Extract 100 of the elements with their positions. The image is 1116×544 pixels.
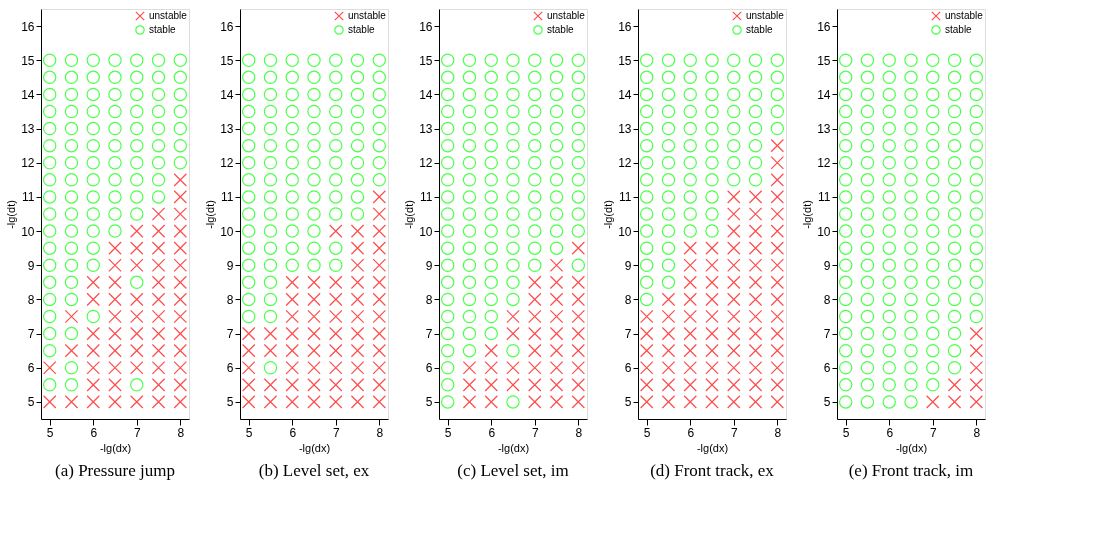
point	[151, 258, 166, 272]
y-tick-label: 11	[22, 190, 35, 205]
legend-label: stable	[547, 24, 575, 35]
point	[86, 378, 100, 392]
point	[173, 395, 188, 409]
point	[173, 224, 188, 238]
point	[108, 343, 122, 358]
point	[329, 326, 343, 341]
point	[350, 326, 365, 341]
point	[350, 241, 365, 255]
legend-label: stable	[348, 24, 376, 35]
point	[307, 361, 321, 375]
point	[969, 395, 984, 409]
point	[86, 395, 100, 409]
point	[350, 258, 365, 272]
y-tick-label: 5	[624, 395, 632, 410]
y-tick-label: 6	[226, 361, 234, 376]
point	[528, 326, 542, 341]
point	[151, 241, 166, 255]
point	[307, 309, 321, 324]
y-tick-label: 5	[27, 395, 35, 410]
point	[528, 275, 542, 290]
point	[241, 378, 256, 392]
point	[372, 361, 387, 375]
point	[151, 207, 166, 221]
point	[285, 378, 299, 392]
x-tick-label: 7	[332, 425, 340, 440]
point	[350, 343, 365, 358]
point	[571, 395, 586, 409]
y-tick-label: 7	[425, 327, 433, 342]
x-tick-label: 8	[177, 425, 185, 440]
point	[108, 361, 122, 375]
point	[329, 395, 343, 409]
x-tick-label: 6	[886, 425, 894, 440]
point	[350, 309, 365, 324]
text: (d) Front track, ex	[650, 461, 775, 480]
point	[969, 378, 984, 392]
point	[151, 309, 166, 324]
y-tick-label: 8	[226, 292, 234, 307]
x-tick-label: 5	[245, 425, 253, 440]
point	[926, 395, 940, 409]
point	[969, 326, 984, 341]
y-tick-label: 13	[618, 122, 632, 137]
y-tick-label: 5	[823, 395, 831, 410]
y-tick-label: 12	[618, 156, 632, 171]
point	[130, 258, 144, 272]
point	[350, 275, 365, 290]
point	[307, 395, 321, 409]
point	[307, 343, 321, 358]
text: (e) Front track, im	[848, 461, 974, 480]
point	[549, 258, 564, 272]
point	[263, 343, 278, 358]
point	[86, 361, 100, 375]
y-tick-label: 6	[27, 361, 35, 376]
y-tick-label: 8	[823, 292, 831, 307]
point	[329, 361, 343, 375]
y-tick-label: 8	[27, 292, 35, 307]
point	[285, 309, 299, 324]
point	[506, 378, 520, 392]
y-tick-label: 11	[221, 190, 234, 205]
point	[969, 343, 984, 358]
legend-label: unstable	[547, 10, 586, 21]
y-tick-label: 9	[425, 258, 433, 273]
point	[173, 207, 188, 221]
point	[241, 361, 256, 375]
point	[130, 343, 144, 358]
legend-label: stable	[746, 24, 774, 35]
x-tick-label: 6	[90, 425, 98, 440]
y-tick-label: 16	[618, 19, 632, 34]
x-tick-label: 5	[643, 425, 651, 440]
x-tick-label: 5	[444, 425, 452, 440]
point	[329, 378, 343, 392]
point	[173, 343, 188, 358]
y-tick-label: 10	[220, 224, 234, 239]
point	[528, 395, 542, 409]
point	[329, 343, 343, 358]
x-tick-label: 7	[730, 425, 738, 440]
point	[528, 378, 542, 392]
point	[263, 326, 278, 341]
point	[108, 241, 122, 255]
legend-label: stable	[945, 24, 973, 35]
x-tick-label: 6	[289, 425, 297, 440]
point	[484, 378, 498, 392]
point	[372, 395, 387, 409]
y-tick-label: 15	[220, 53, 234, 68]
x-tick-label: 6	[488, 425, 496, 440]
y-axis-title: -lg(dt)	[5, 200, 18, 229]
point	[506, 361, 520, 375]
point	[173, 190, 188, 204]
y-tick-label: 15	[618, 53, 632, 68]
point	[571, 378, 586, 392]
point	[549, 395, 564, 409]
text: (c) Level set, im	[457, 461, 569, 480]
y-tick-label: 9	[624, 258, 632, 273]
point	[372, 258, 387, 272]
point	[484, 343, 498, 358]
y-tick-label: 16	[817, 19, 831, 34]
x-axis-title: -lg(dx)	[696, 441, 729, 454]
point	[372, 207, 387, 221]
point	[130, 224, 144, 238]
